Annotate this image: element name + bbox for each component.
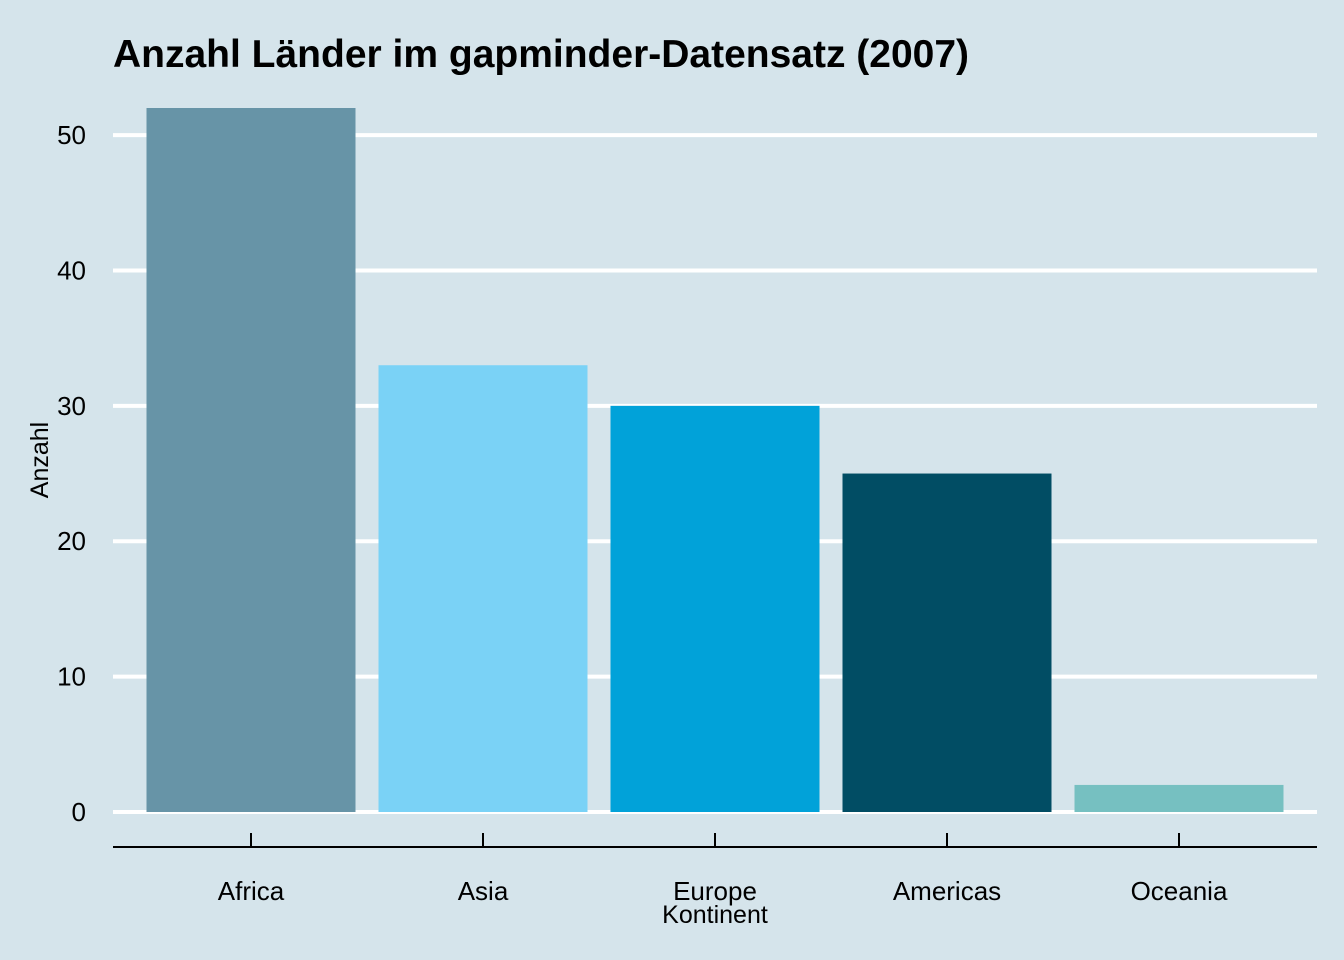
- x-tick-label-africa: Africa: [218, 876, 285, 906]
- x-axis-title: Kontinent: [662, 901, 768, 929]
- bar-europe: [610, 405, 820, 812]
- y-tick-label: 50: [57, 120, 86, 150]
- y-tick-label: 40: [57, 255, 86, 285]
- bar-africa: [146, 108, 356, 812]
- bar-americas: [842, 473, 1052, 812]
- x-axis-ticks: Africa Asia Europe Americas Oceania: [218, 833, 1228, 906]
- y-tick-label: 10: [57, 662, 86, 692]
- chart-title: Anzahl Länder im gapminder-Datensatz (20…: [113, 33, 969, 76]
- y-tick-label: 30: [57, 391, 86, 421]
- x-tick-label-oceania: Oceania: [1131, 876, 1228, 906]
- y-tick-label: 20: [57, 526, 86, 556]
- bar-asia: [378, 365, 588, 812]
- x-tick-label-americas: Americas: [893, 876, 1001, 906]
- y-axis-tick-labels: 0 10 20 30 40 50: [57, 120, 86, 827]
- y-axis-title: Anzahl: [26, 422, 54, 498]
- x-tick-label-europe: Europe: [673, 876, 757, 906]
- bars: [146, 108, 1284, 812]
- y-tick-label: 0: [72, 797, 86, 827]
- x-tick-label-asia: Asia: [458, 876, 509, 906]
- bar-oceania: [1074, 784, 1284, 812]
